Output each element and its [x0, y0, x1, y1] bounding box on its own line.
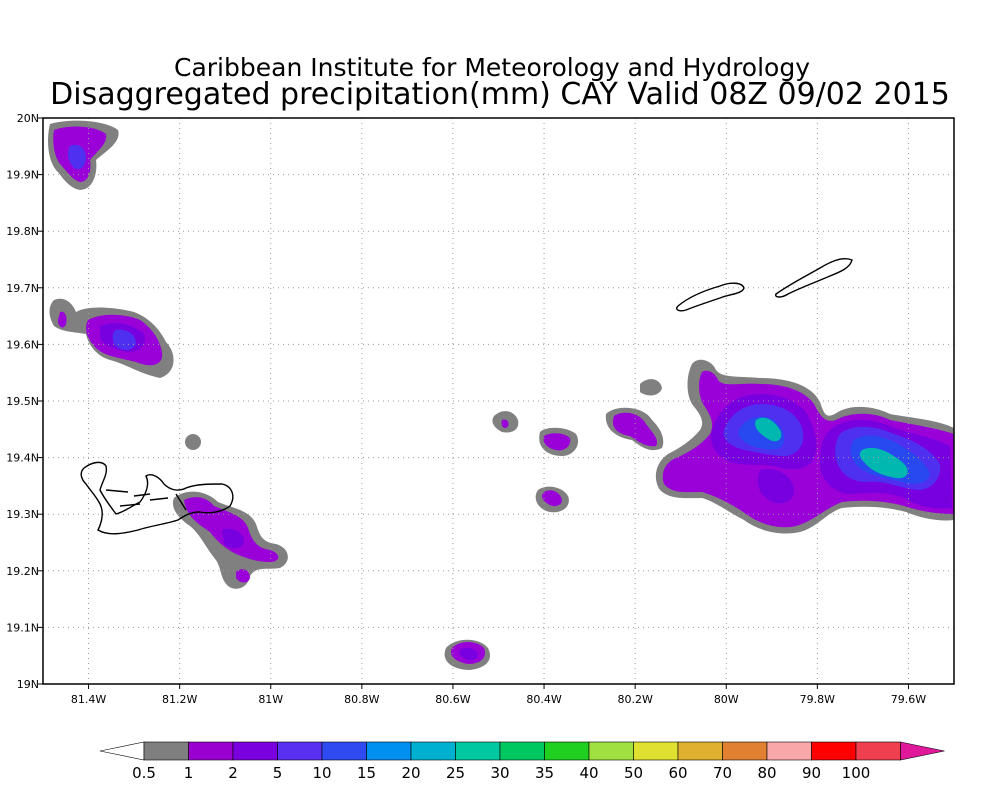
precip-area-nw-corner [48, 120, 119, 190]
y-tick-label: 19.4N [6, 452, 39, 465]
colorbar-label: 25 [446, 764, 465, 782]
colorbar-box [455, 741, 501, 761]
coastlines [80, 258, 853, 535]
y-tick-label: 19.7N [6, 282, 39, 295]
coastline-grand-cayman [80, 461, 234, 535]
x-tick-label: 81W [258, 693, 283, 706]
precip-area-west [49, 298, 174, 378]
colorbar-box [143, 741, 189, 761]
coastline-cayman-brac [774, 258, 853, 298]
colorbar-label: 15 [357, 764, 376, 782]
x-tick-label: 80.6W [435, 693, 470, 706]
colorbar-box [277, 741, 323, 761]
colorbar-label: 10 [312, 764, 331, 782]
y-tick-label: 19.6N [6, 338, 39, 351]
colorbar-label: 40 [579, 764, 598, 782]
title-line-1: Caribbean Institute for Meteorology and … [174, 53, 810, 82]
colorbar-label: 60 [668, 764, 687, 782]
x-tick-label: 81.2W [162, 693, 197, 706]
colorbar-label: 80 [757, 764, 776, 782]
x-tick-label: 80.2W [617, 693, 652, 706]
y-tick-label: 19.1N [6, 621, 39, 634]
colorbar-box [321, 741, 367, 761]
colorbar-label: 35 [535, 764, 554, 782]
coastline-little-cayman [676, 282, 745, 312]
x-tick-label: 80.4W [526, 693, 561, 706]
colorbar-box [811, 741, 857, 761]
y-tick-label: 19.3N [6, 508, 39, 521]
colorbar-high-end [900, 741, 945, 761]
x-tick-label: 79.8W [800, 693, 835, 706]
colorbar-box [366, 741, 412, 761]
colorbar-box [188, 741, 234, 761]
colorbar-label: 1 [184, 764, 194, 782]
y-tick-label: 19N [17, 678, 39, 691]
y-tick-label: 19.2N [6, 565, 39, 578]
colorbar-label: 90 [802, 764, 821, 782]
colorbar-box [722, 741, 768, 761]
y-tick-label: 19.9N [6, 169, 39, 182]
colorbar-box [766, 741, 812, 761]
colorbar-label: 5 [273, 764, 283, 782]
colorbar-box [588, 741, 634, 761]
colorbar-box [499, 741, 545, 761]
colorbar-label: 100 [842, 764, 871, 782]
precip-area-south [444, 639, 490, 670]
y-axis-ticks: 20N 19.9N 19.8N 19.7N 19.6N 19.5N 19.4N 19.3N 19… [6, 112, 43, 691]
colorbar-box [232, 741, 278, 761]
x-axis-ticks: 81.4W 81.2W 81W 80.8W 80.6W 80.4W 80.2W 80W 79.8… [71, 684, 926, 706]
colorbar-label: 50 [624, 764, 643, 782]
x-tick-label: 79.6W [891, 693, 926, 706]
precip-area-east-complex [605, 359, 954, 534]
colorbar-box [544, 741, 590, 761]
x-tick-label: 80W [714, 693, 739, 706]
colorbar-label: 2 [228, 764, 238, 782]
colorbar-box [633, 741, 679, 761]
colorbar-box [855, 741, 901, 761]
y-tick-label: 19.8N [6, 225, 39, 238]
colorbar-label: 30 [490, 764, 509, 782]
colorbar-label: 20 [401, 764, 420, 782]
colorbar-label: 70 [713, 764, 732, 782]
precipitation-field [48, 120, 954, 670]
y-tick-label: 20N [17, 112, 39, 125]
y-tick-label: 19.5N [6, 395, 39, 408]
x-tick-label: 81.4W [71, 693, 106, 706]
x-tick-label: 80.8W [344, 693, 379, 706]
colorbar: 0.5 1 2 5 10 15 20 25 30 35 40 50 60 70 80 90 100 [99, 741, 945, 782]
colorbar-box [677, 741, 723, 761]
colorbar-low-end [99, 741, 145, 761]
colorbar-box [410, 741, 456, 761]
precip-area-small-81-2w [185, 434, 201, 450]
title-line-2: Disaggregated precipitation(mm) CAY Vali… [50, 77, 950, 112]
colorbar-label: 0.5 [132, 764, 156, 782]
